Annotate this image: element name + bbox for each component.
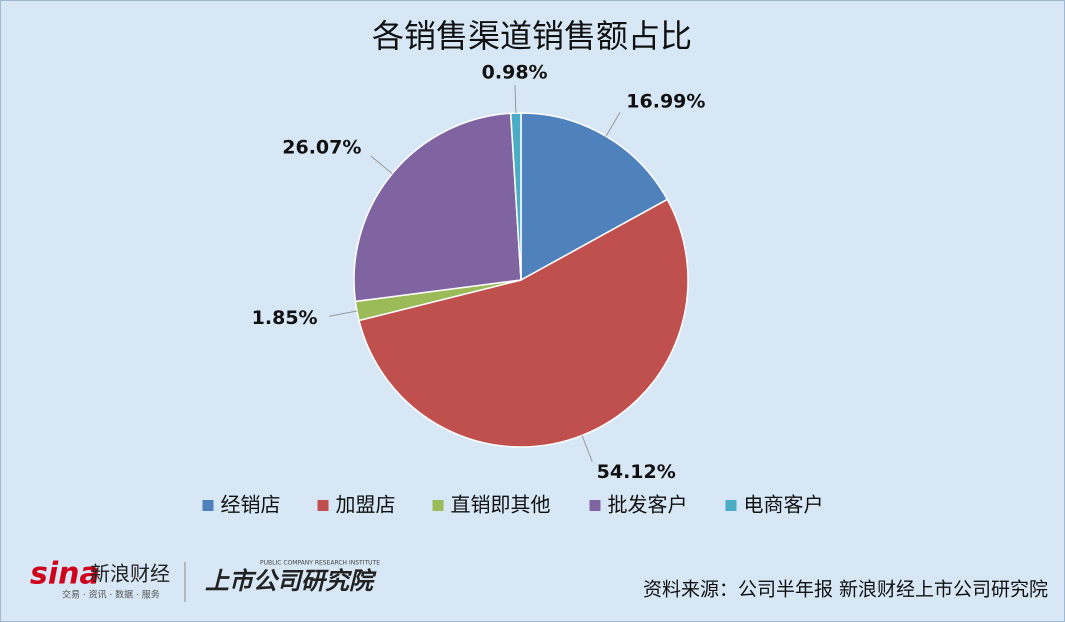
leader-line <box>329 310 357 317</box>
brand: 新浪财经 <box>90 562 170 586</box>
legend-label: 电商客户 <box>744 493 824 517</box>
legend-swatch <box>725 500 737 511</box>
data-label: 0.98% <box>482 62 548 84</box>
legend-label: 加盟店 <box>336 493 396 517</box>
institute-en: PUBLIC COMPANY RESEARCH INSTITUTE <box>260 560 380 567</box>
data-label: 54.12% <box>597 461 676 483</box>
data-label: 26.07% <box>282 137 361 159</box>
legend-label: 批发客户 <box>608 493 688 517</box>
pie: 16.99% 54.12% 1.85% 26.07% 0.98% <box>252 62 706 484</box>
sina-logo: sina <box>30 557 100 592</box>
institute: 上市公司研究院 <box>205 567 377 595</box>
legend: 经销店 加盟店 直销即其他 批发客户 电商客户 <box>202 493 824 517</box>
legend-swatch <box>202 500 214 511</box>
pie-slice <box>520 112 669 282</box>
leader-line <box>370 155 393 175</box>
leader-line <box>581 435 593 462</box>
brand-sub: 交易 · 资讯 · 数据 · 服务 <box>62 589 160 601</box>
legend-label: 经销店 <box>221 493 281 517</box>
source: 资料来源：公司半年报 新浪财经上市公司研究院 <box>643 579 1048 601</box>
chart-title: 各销售渠道销售额占比 <box>372 17 692 55</box>
leader-line <box>514 85 517 114</box>
legend-label: 直销即其他 <box>451 493 551 517</box>
data-label: 1.85% <box>252 307 318 329</box>
pie-slice <box>358 198 689 448</box>
data-label: 16.99% <box>626 90 705 112</box>
legend-swatch <box>317 500 329 511</box>
legend-swatch <box>589 500 601 511</box>
leader-line <box>605 111 621 137</box>
legend-swatch <box>432 500 444 511</box>
